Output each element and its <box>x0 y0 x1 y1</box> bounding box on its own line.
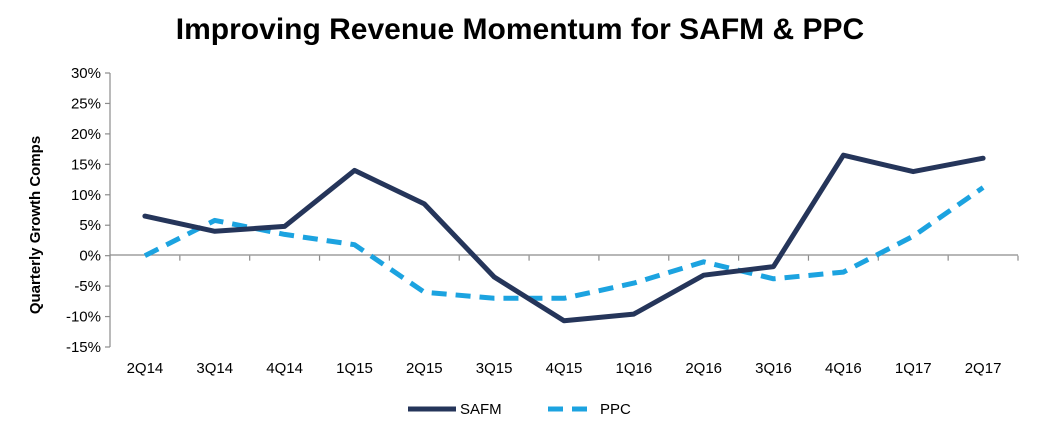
y-tick-label: 5% <box>79 217 101 234</box>
y-tick-label: 20% <box>71 126 101 143</box>
x-tick-label: 2Q15 <box>406 360 443 377</box>
x-tick-label: 2Q14 <box>127 360 164 377</box>
x-tick-label: 4Q15 <box>546 360 583 377</box>
legend-label-safm: SAFM <box>460 401 502 418</box>
x-tick-label: 4Q16 <box>825 360 862 377</box>
y-tick-label: -15% <box>66 339 101 356</box>
y-tick-label: -10% <box>66 309 101 326</box>
chart-title: Improving Revenue Momentum for SAFM & PP… <box>176 13 864 46</box>
legend-label-ppc: PPC <box>600 401 631 418</box>
x-tick-label: 1Q15 <box>336 360 373 377</box>
x-tick-label: 2Q17 <box>965 360 1002 377</box>
series-lines <box>142 152 986 324</box>
series-line-safm <box>142 152 986 324</box>
x-tick-label: 3Q16 <box>755 360 792 377</box>
x-tick-label: 1Q16 <box>615 360 652 377</box>
y-tick-label: 25% <box>71 95 101 112</box>
x-tick-label: 4Q14 <box>266 360 303 377</box>
y-tick-label: 0% <box>79 248 101 265</box>
series-line-ppc <box>143 185 985 301</box>
y-tick-label: 15% <box>71 156 101 173</box>
y-axis-ticks: 30% 25% 20% 15% 10% 5% 0% -5% -10% -15% <box>66 65 110 356</box>
x-tick-label: 1Q17 <box>895 360 932 377</box>
legend: SAFM PPC <box>408 401 631 418</box>
y-tick-label: 10% <box>71 187 101 204</box>
y-tick-label: 30% <box>71 65 101 82</box>
x-tick-label: 3Q15 <box>476 360 513 377</box>
y-axis-label: Quarterly Growth Comps <box>27 136 44 314</box>
y-tick-label: -5% <box>74 278 101 295</box>
x-tick-label: 3Q14 <box>196 360 233 377</box>
x-tick-label: 2Q16 <box>685 360 722 377</box>
x-axis-ticks: 2Q14 3Q14 4Q14 1Q15 2Q15 3Q15 4Q15 1Q16 2Q16 3Q16… <box>109 255 1019 377</box>
